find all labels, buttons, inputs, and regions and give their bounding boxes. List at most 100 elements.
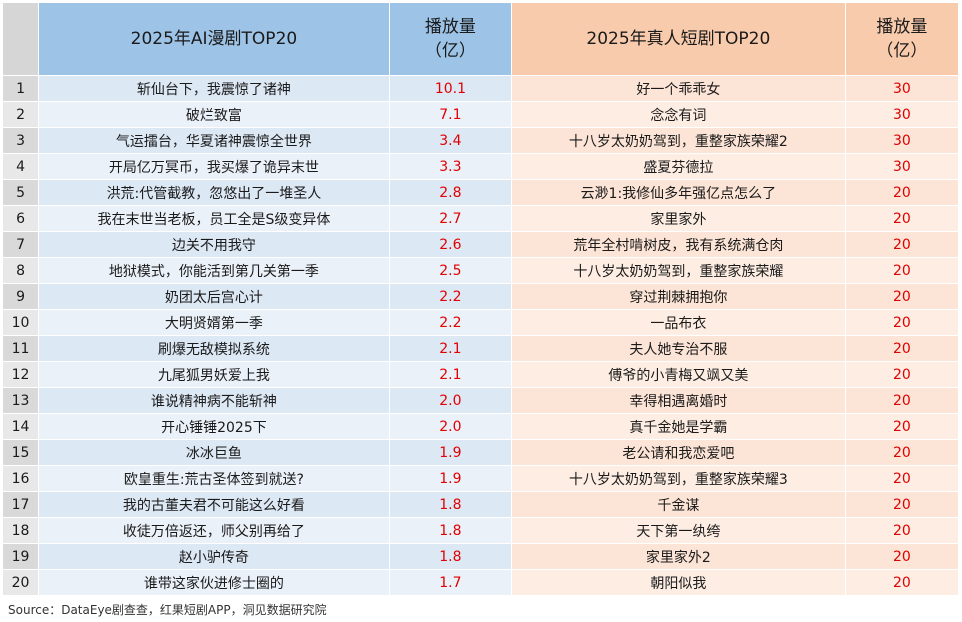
table-row: 4 开局亿万冥币，我买爆了诡异末世 3.3 盛夏芬德拉 30 [1, 153, 960, 180]
real-title-cell: 幸得相遇离婚时 [511, 387, 846, 414]
ai-title-cell: 洪荒:代管截教，忽悠出了一堆圣人 [38, 179, 390, 206]
real-views-cell: 20 [844, 413, 960, 440]
rank-cell: 7 [1, 231, 40, 258]
table-row: 13 谁说精神病不能斩神 2.0 幸得相遇离婚时 20 [1, 387, 960, 414]
ai-views-cell: 2.1 [388, 335, 513, 362]
ai-views-cell: 1.9 [388, 439, 513, 466]
real-views-cell: 30 [844, 153, 960, 180]
real-views-cell: 20 [844, 387, 960, 414]
real-views-cell: 30 [844, 101, 960, 128]
real-views-cell: 20 [844, 569, 960, 596]
ai-views-cell: 2.7 [388, 205, 513, 232]
rank-cell: 15 [1, 439, 40, 466]
ai-views-cell: 1.7 [388, 569, 513, 596]
table-row: 14 开心锤锤2025下 2.0 真千金她是学霸 20 [1, 413, 960, 440]
ai-views-cell: 10.1 [388, 75, 513, 102]
rank-cell: 18 [1, 517, 40, 544]
table-row: 5 洪荒:代管截教，忽悠出了一堆圣人 2.8 云渺1:我修仙多年强亿点怎么了 20 [1, 179, 960, 206]
ai-title-cell: 开心锤锤2025下 [38, 413, 390, 440]
rank-cell: 2 [1, 101, 40, 128]
ai-views-cell: 7.1 [388, 101, 513, 128]
ai-views-cell: 3.4 [388, 127, 513, 154]
table-row: 12 九尾狐男妖爱上我 2.1 傅爷的小青梅又飒又美 20 [1, 361, 960, 388]
table-row: 1 斩仙台下，我震惊了诸神 10.1 好一个乖乖女 30 [1, 75, 960, 102]
rank-cell: 13 [1, 387, 40, 414]
real-views-cell: 20 [844, 361, 960, 388]
rank-cell: 5 [1, 179, 40, 206]
real-views-cell: 20 [844, 205, 960, 232]
ai-views-cell: 2.1 [388, 361, 513, 388]
table-row: 6 我在末世当老板，员工全是S级变异体 2.7 家里家外 20 [1, 205, 960, 232]
real-title-cell: 念念有词 [511, 101, 846, 128]
real-views-cell: 30 [844, 75, 960, 102]
real-title-cell: 天下第一纨绔 [511, 517, 846, 544]
table-row: 15 冰冰巨鱼 1.9 老公请和我恋爱吧 20 [1, 439, 960, 466]
table-row: 8 地狱模式，你能活到第几关第一季 2.5 十八岁太奶奶驾到，重整家族荣耀 20 [1, 257, 960, 284]
table-row: 10 大明贤婿第一季 2.2 一品布衣 20 [1, 309, 960, 336]
source-note: Source：DataEye剧查查，红果短剧APP，洞见数据研究院 [8, 603, 327, 617]
ai-title-cell: 赵小驴传奇 [38, 543, 390, 570]
ai-title-cell: 谁带这家伙进修士圈的 [38, 569, 390, 596]
ai-views-cell: 1.9 [388, 465, 513, 492]
ranking-table: 2025年AI漫剧TOP20 播放量 （亿） 2025年真人短剧TOP20 播放… [1, 2, 960, 596]
table-row: 19 赵小驴传奇 1.8 家里家外2 20 [1, 543, 960, 570]
rank-cell: 6 [1, 205, 40, 232]
real-views-cell: 20 [844, 179, 960, 206]
table-row: 11 刷爆无敌模拟系统 2.1 夫人她专治不服 20 [1, 335, 960, 362]
real-title-cell: 傅爷的小青梅又飒又美 [511, 361, 846, 388]
real-title-cell: 千金谋 [511, 491, 846, 518]
ai-title-cell: 刷爆无敌模拟系统 [38, 335, 390, 362]
table-row: 3 气运擂台，华夏诸神震惊全世界 3.4 十八岁太奶奶驾到，重整家族荣耀2 30 [1, 127, 960, 154]
rank-cell: 1 [1, 75, 40, 102]
rank-cell: 8 [1, 257, 40, 284]
real-views-cell: 20 [844, 491, 960, 518]
header-row: 2025年AI漫剧TOP20 播放量 （亿） 2025年真人短剧TOP20 播放… [1, 2, 960, 76]
table-row: 9 奶团太后宫心计 2.2 穿过荆棘拥抱你 20 [1, 283, 960, 310]
real-views-header: 播放量 （亿） [844, 2, 960, 76]
ai-views-cell: 2.8 [388, 179, 513, 206]
rank-cell: 10 [1, 309, 40, 336]
real-title-cell: 盛夏芬德拉 [511, 153, 846, 180]
real-title-cell: 家里家外 [511, 205, 846, 232]
table-row: 17 我的古董夫君不可能这么好看 1.8 千金谋 20 [1, 491, 960, 518]
real-title-cell: 十八岁太奶奶驾到，重整家族荣耀3 [511, 465, 846, 492]
real-views-cell: 30 [844, 127, 960, 154]
ai-title-cell: 我在末世当老板，员工全是S级变异体 [38, 205, 390, 232]
ai-title-cell: 我的古董夫君不可能这么好看 [38, 491, 390, 518]
ai-title-cell: 欧皇重生:荒古圣体签到就送? [38, 465, 390, 492]
real-title-cell: 夫人她专治不服 [511, 335, 846, 362]
ai-views-cell: 2.2 [388, 309, 513, 336]
real-title-cell: 好一个乖乖女 [511, 75, 846, 102]
rank-cell: 12 [1, 361, 40, 388]
ai-views-cell: 2.6 [388, 231, 513, 258]
real-views-cell: 20 [844, 465, 960, 492]
rank-cell: 9 [1, 283, 40, 310]
real-title-cell: 一品布衣 [511, 309, 846, 336]
table-row: 18 收徒万倍返还，师父别再给了 1.8 天下第一纨绔 20 [1, 517, 960, 544]
real-title-cell: 十八岁太奶奶驾到，重整家族荣耀 [511, 257, 846, 284]
ai-title-cell: 地狱模式，你能活到第几关第一季 [38, 257, 390, 284]
ai-title-cell: 斩仙台下，我震惊了诸神 [38, 75, 390, 102]
rank-cell: 20 [1, 569, 40, 596]
ai-views-cell: 1.8 [388, 517, 513, 544]
ai-title-cell: 破烂致富 [38, 101, 390, 128]
table-body: 1 斩仙台下，我震惊了诸神 10.1 好一个乖乖女 30 2 破烂致富 7.1 念念有词 30 3 气… [1, 75, 960, 596]
ai-title-cell: 开局亿万冥币，我买爆了诡异末世 [38, 153, 390, 180]
real-views-cell: 20 [844, 283, 960, 310]
ai-views-cell: 2.2 [388, 283, 513, 310]
real-title-cell: 穿过荆棘拥抱你 [511, 283, 846, 310]
real-views-cell: 20 [844, 335, 960, 362]
rank-cell: 16 [1, 465, 40, 492]
real-views-cell: 20 [844, 257, 960, 284]
ai-views-header: 播放量 （亿） [388, 2, 513, 76]
real-views-cell: 20 [844, 309, 960, 336]
real-title-cell: 云渺1:我修仙多年强亿点怎么了 [511, 179, 846, 206]
ai-views-cell: 1.8 [388, 491, 513, 518]
table-row: 7 边关不用我守 2.6 荒年全村啃树皮，我有系统满仓肉 20 [1, 231, 960, 258]
ai-title-cell: 收徒万倍返还，师父别再给了 [38, 517, 390, 544]
real-views-cell: 20 [844, 231, 960, 258]
ai-views-cell: 2.0 [388, 413, 513, 440]
rank-cell: 3 [1, 127, 40, 154]
real-title-cell: 荒年全村啃树皮，我有系统满仓肉 [511, 231, 846, 258]
rank-cell: 19 [1, 543, 40, 570]
